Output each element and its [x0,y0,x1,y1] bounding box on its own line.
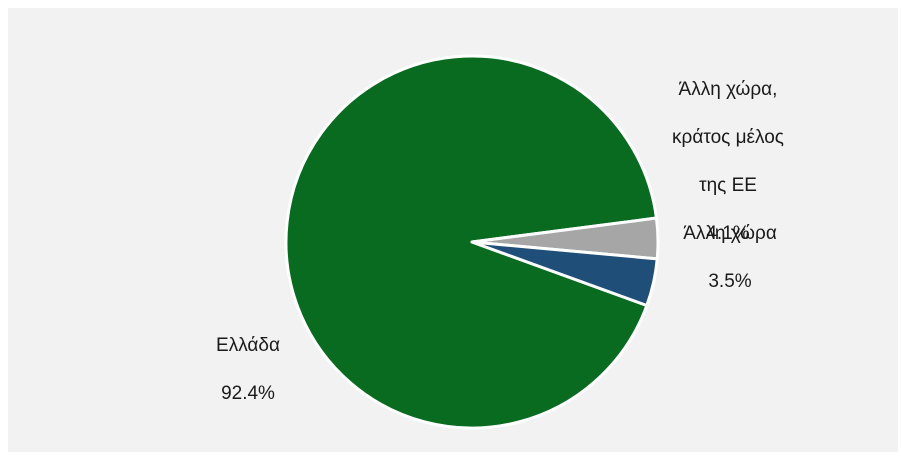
slice-label-eu-country-value: 4.1% [706,223,750,244]
slice-label-other-country-name: Άλλη χώρα [683,223,777,244]
slice-label-greece-name: Ελλάδα [216,335,280,356]
slice-label-greece-value: 92.4% [221,383,275,404]
chart-area: Ελλάδα 92.4% Άλλη χώρα 3.5% Άλλη χώρα, κ… [8,8,898,452]
slice-label-eu-country-line1: Άλλη χώρα, [678,79,778,100]
slice-label-other-country: Άλλη χώρα 3.5% [660,198,800,318]
pie-chart [284,54,660,430]
slice-label-eu-country-line2: κράτος μέλος [672,127,784,148]
slice-label-other-country-value: 3.5% [708,271,752,292]
slice-label-greece: Ελλάδα 92.4% [193,310,303,430]
slice-eu-country [470,240,659,307]
slice-label-eu-country-line3: της ΕΕ [699,175,757,196]
slice-label-eu-country: Άλλη χώρα, κράτος μέλος της ΕΕ 4.1% [648,54,808,270]
